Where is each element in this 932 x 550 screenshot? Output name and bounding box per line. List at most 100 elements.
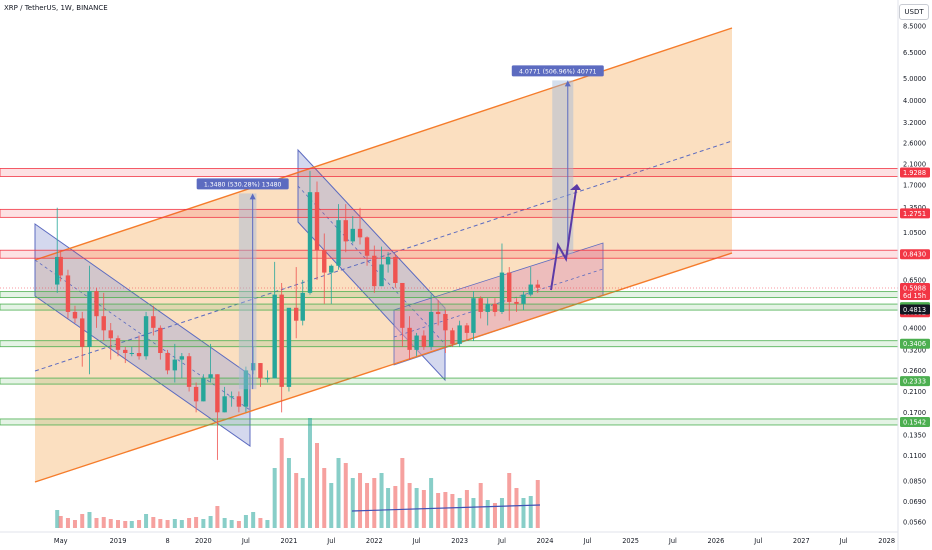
candle-body xyxy=(58,256,63,276)
candle-body xyxy=(243,370,249,407)
candle-body xyxy=(514,301,519,304)
candle-body xyxy=(350,228,355,242)
currency-unit-button[interactable]: USDT xyxy=(899,4,929,20)
candle-body xyxy=(478,298,483,312)
candle-body xyxy=(143,316,149,357)
volume-bar xyxy=(286,458,291,528)
volume-bar xyxy=(172,519,177,528)
volume-bar xyxy=(229,520,234,528)
candle-body xyxy=(136,353,142,357)
x-tick-label: 2027 xyxy=(793,537,810,545)
volume-bar xyxy=(258,518,263,528)
candle-body xyxy=(471,298,476,333)
x-tick-label: Jul xyxy=(753,537,762,545)
candles xyxy=(55,170,540,460)
y-tick-label: 2.6000 xyxy=(903,139,926,147)
volume-bar xyxy=(307,418,312,528)
candle-body xyxy=(115,338,121,350)
current-price-countdown: 6d 15h xyxy=(903,292,926,300)
candle-body xyxy=(343,220,348,242)
candle-body xyxy=(507,272,512,302)
candle-body xyxy=(258,363,263,379)
resistance-price-tag-1: 1.2751 xyxy=(903,210,926,218)
candle-body xyxy=(215,374,220,413)
measure-arrowhead-1 xyxy=(564,80,571,87)
candle-body xyxy=(535,284,540,288)
volume-bar xyxy=(179,520,184,528)
candle-body xyxy=(407,327,412,350)
candle-body xyxy=(421,335,427,347)
candle-body xyxy=(329,265,334,273)
volume-bar xyxy=(514,488,519,528)
y-tick-label: 4.0000 xyxy=(903,97,926,105)
candle-body xyxy=(279,294,284,387)
volume-bar xyxy=(443,492,448,528)
candle-body xyxy=(186,356,192,387)
volume-bar xyxy=(116,520,120,528)
candle-body xyxy=(179,356,185,360)
volume-bar xyxy=(101,517,106,528)
resistance-price-tag-1-bg xyxy=(900,208,930,219)
volume-bar xyxy=(80,514,85,528)
candle-body xyxy=(65,275,71,312)
y-tick-label: 1.7000 xyxy=(903,181,926,189)
candle-body xyxy=(485,303,490,312)
volume-bar xyxy=(450,494,455,528)
volume-bar xyxy=(151,517,156,528)
candle-body xyxy=(55,256,60,285)
candle-body xyxy=(293,307,299,321)
candle-body xyxy=(364,237,370,256)
measure-label-1: 4.0771 (506.96%) 40771 xyxy=(519,68,597,75)
y-tick-label: 0.2600 xyxy=(903,367,926,375)
projection-arrowhead xyxy=(570,184,581,190)
volume-bar xyxy=(222,518,227,528)
volume-bar xyxy=(429,478,434,528)
candle-body xyxy=(400,282,405,328)
x-tick-label: 2022 xyxy=(366,537,383,545)
candle-body xyxy=(428,311,434,347)
price-axis: 8.5000 6.5000 5.0000 4.0000 3.2000 2.6000 2.10… xyxy=(897,0,930,550)
x-tick-label: Jul xyxy=(668,537,677,545)
y-tick-label: 0.0850 xyxy=(903,477,926,485)
y-tick-label: 1.0500 xyxy=(903,229,926,237)
candle-body xyxy=(151,316,156,328)
volume-bar xyxy=(272,468,277,528)
volume-bar xyxy=(414,488,419,528)
support-price-tag-3-bg xyxy=(900,376,930,387)
support-zone-3 xyxy=(0,377,899,385)
candle-body xyxy=(379,264,384,287)
support-price-tag-2-bg xyxy=(900,338,930,349)
volume-bar xyxy=(108,519,113,528)
volume-bar xyxy=(137,520,142,528)
y-tick-label: 0.6500 xyxy=(903,276,926,284)
y-tick-label: 0.0690 xyxy=(903,498,926,506)
volume-bar xyxy=(158,519,163,528)
time-axis: May 2019 8 2020 Jul 2021 Jul 2022 Jul 2023 Jul 2024… xyxy=(0,531,898,545)
volume-bar xyxy=(94,518,99,528)
y-tick-label: 0.1700 xyxy=(903,409,926,417)
volume-bar xyxy=(499,498,504,528)
volume-bar xyxy=(236,521,241,528)
volume-bar xyxy=(393,486,398,528)
y-tick-label: 0.3200 xyxy=(903,346,926,354)
volume-bar xyxy=(187,518,192,528)
x-tick-label: Jul xyxy=(497,537,506,545)
x-tick-label: May xyxy=(54,537,68,545)
falling-channel-1-mid xyxy=(34,259,251,411)
resistance-price-tag-2-bg xyxy=(900,249,930,260)
volume-bar xyxy=(478,483,483,528)
volume-bar xyxy=(457,498,462,528)
y-tick-label: 2.1000 xyxy=(903,161,926,169)
x-tick-label: 8 xyxy=(165,537,169,545)
rising-channel-midline xyxy=(34,140,733,372)
candle-body xyxy=(272,294,277,379)
candle-body xyxy=(286,307,292,387)
candle-body xyxy=(357,228,363,238)
y-tick-label: 1.3500 xyxy=(903,204,926,212)
volume-bar xyxy=(322,468,327,528)
measure-label-bg-0 xyxy=(196,178,289,190)
x-tick-label: 2025 xyxy=(622,537,639,545)
volume-bar xyxy=(251,512,256,528)
rising-channel-fill xyxy=(35,28,732,482)
